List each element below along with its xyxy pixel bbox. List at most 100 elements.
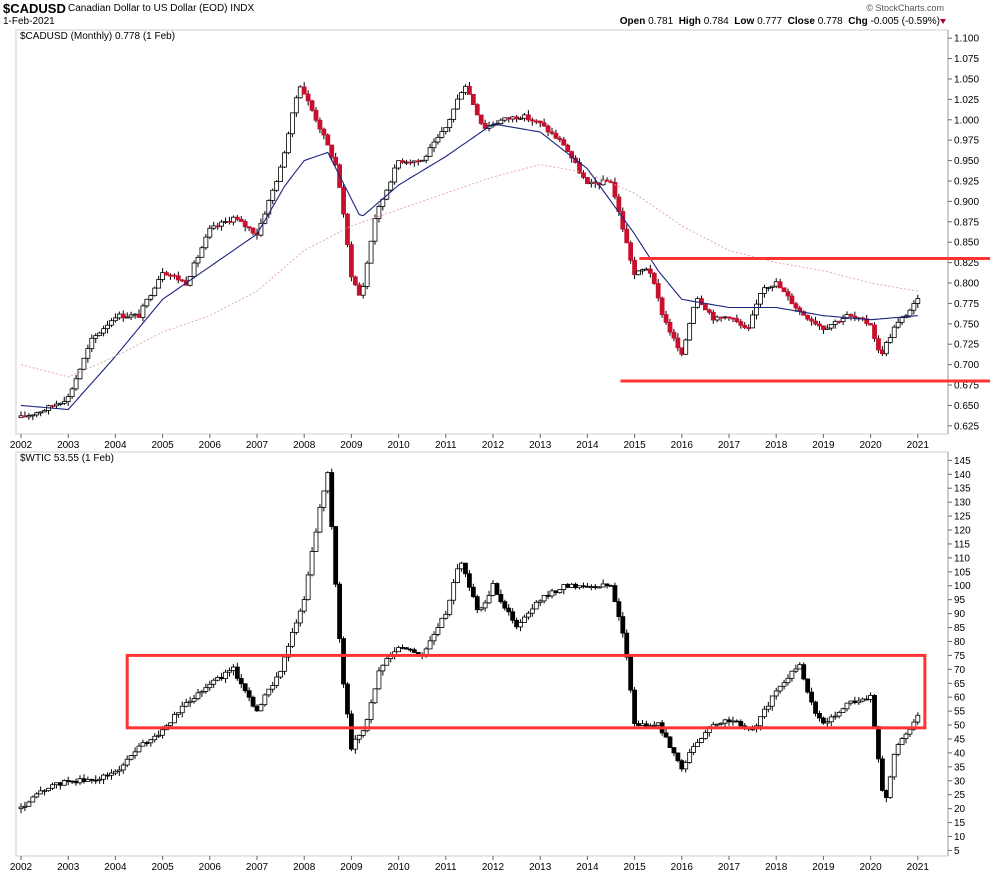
- candle-body: [439, 617, 445, 628]
- candle: [227, 667, 232, 677]
- candle-body: [223, 671, 228, 680]
- candle-body: [565, 584, 571, 588]
- candle-body: [26, 801, 32, 807]
- candle-body: [30, 796, 36, 803]
- candle: [608, 179, 614, 183]
- candle: [805, 678, 811, 694]
- candle-body: [738, 321, 744, 326]
- candle-body: [632, 689, 637, 725]
- candle-body: [899, 738, 905, 746]
- candle: [793, 664, 799, 674]
- candle: [258, 703, 264, 712]
- candle-body: [821, 717, 826, 724]
- candle-body: [887, 776, 893, 798]
- candle-body: [793, 668, 799, 672]
- candle: [840, 314, 846, 326]
- candle-body: [718, 722, 724, 725]
- y-tick-label: 1.050: [954, 74, 979, 85]
- x-tick-label: 2020: [859, 862, 882, 873]
- candle: [848, 700, 854, 706]
- x-tick-label: 2019: [812, 862, 835, 873]
- candle-body: [762, 708, 767, 718]
- candle: [699, 295, 704, 306]
- candle-body: [175, 275, 181, 281]
- x-tick-label: 2014: [576, 440, 599, 451]
- candle: [526, 610, 531, 620]
- candle: [18, 411, 24, 419]
- ma-short-line: [20, 123, 918, 411]
- candle-body: [683, 762, 689, 770]
- candle: [219, 672, 225, 681]
- candle-body: [22, 415, 28, 418]
- candle: [781, 679, 787, 690]
- candle-body: [73, 780, 79, 784]
- candle-body: [588, 586, 594, 589]
- candle: [588, 584, 594, 591]
- candle-body: [435, 627, 441, 635]
- candle-body: [824, 327, 830, 330]
- candle: [868, 692, 873, 703]
- candle-body: [242, 683, 248, 692]
- candle: [274, 180, 280, 193]
- candle: [821, 716, 826, 725]
- x-tick-label: 2015: [623, 862, 646, 873]
- candle: [120, 310, 126, 322]
- candle: [447, 118, 453, 132]
- y-tick-label: 100: [954, 581, 971, 592]
- x-tick-label: 2003: [57, 440, 80, 451]
- candle-body: [179, 279, 185, 282]
- candle-body: [380, 664, 386, 672]
- candle-body: [81, 778, 87, 782]
- candle: [309, 547, 315, 577]
- candle-body: [427, 147, 433, 157]
- brand-watermark: © StockCharts.com: [866, 3, 944, 13]
- candle-body: [880, 349, 885, 355]
- candle-body: [663, 732, 669, 738]
- x-tick-label: 2007: [246, 862, 269, 873]
- candle-body: [805, 314, 811, 320]
- candle-body: [856, 700, 862, 704]
- candle: [541, 595, 547, 604]
- candle: [628, 240, 634, 264]
- candle-body: [840, 317, 846, 322]
- candle: [526, 110, 531, 123]
- y-tick-label: 135: [954, 484, 971, 495]
- x-tick-label: 2004: [104, 440, 127, 451]
- candle: [738, 319, 744, 329]
- candle-body: [726, 719, 732, 723]
- candle: [266, 688, 272, 698]
- x-tick-label: 2016: [671, 440, 694, 451]
- candle: [179, 701, 185, 718]
- candle-body: [128, 755, 134, 760]
- candle: [466, 82, 472, 95]
- candle: [411, 647, 417, 654]
- candle: [895, 318, 901, 329]
- candle-body: [644, 723, 649, 727]
- candle: [423, 154, 429, 164]
- candle-body: [679, 347, 685, 355]
- candle: [887, 333, 893, 344]
- candle: [30, 795, 36, 803]
- candle: [388, 652, 394, 663]
- candle-body: [880, 758, 885, 791]
- candle: [215, 675, 221, 682]
- candle-body: [38, 411, 44, 414]
- candle-body: [533, 120, 539, 123]
- candle-body: [85, 778, 91, 782]
- candle-body: [175, 712, 181, 715]
- candle: [533, 600, 539, 610]
- candle: [750, 310, 755, 329]
- candle-body: [777, 685, 783, 692]
- candle: [640, 268, 645, 275]
- candle: [762, 284, 767, 298]
- candle-body: [832, 320, 838, 325]
- candle: [81, 774, 87, 784]
- candle: [651, 271, 657, 285]
- candle-body: [616, 601, 622, 617]
- candle: [443, 127, 449, 135]
- candle-body: [557, 137, 563, 141]
- y-tick-label: 0.625: [954, 421, 979, 432]
- candle: [50, 782, 55, 791]
- candle: [828, 714, 834, 727]
